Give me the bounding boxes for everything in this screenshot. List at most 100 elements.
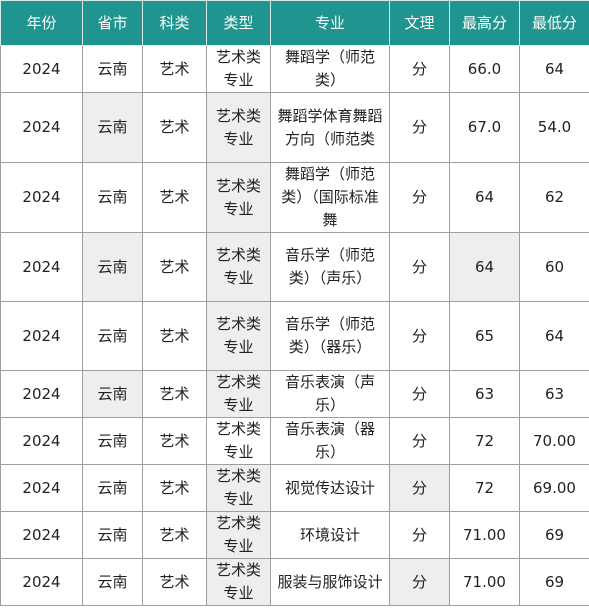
province-cell: 云南 <box>82 232 143 302</box>
type-cell: 艺术类专业 <box>206 301 271 371</box>
year-cell: 2024 <box>0 511 83 559</box>
table-row: 2024 云南 艺术 艺术类专业 音乐学（师范类）（声乐） 分 64 60 <box>0 232 589 302</box>
table-row: 2024 云南 艺术 艺术类专业 舞蹈学体育舞蹈方向（师范类分 67.0 54.0 <box>0 92 589 163</box>
year-cell: 2024 <box>0 232 83 302</box>
min-score-cell: 69 <box>519 511 589 559</box>
header-max-score: 最高分 <box>449 0 520 46</box>
min-score-cell: 62 <box>519 162 589 233</box>
province-cell: 云南 <box>82 511 143 559</box>
major-text: 舞蹈学（师范类）（国际标准舞 <box>281 165 379 229</box>
major-cell: 音乐学（师范类）（声乐） <box>270 232 390 302</box>
province-cell: 云南 <box>82 464 143 512</box>
major-cell: 音乐表演（器乐） <box>270 417 390 465</box>
header-type: 类型 <box>206 0 271 46</box>
type-cell: 艺术类专业 <box>206 92 271 163</box>
table-row: 2024 云南 艺术 艺术类专业 舞蹈学（师范类） 分 66.0 64 <box>0 45 589 93</box>
year-cell: 2024 <box>0 301 83 371</box>
table-row: 2024 云南 艺术 艺术类专业 音乐表演（声乐）分 63 63 <box>0 370 589 418</box>
major-text: 舞蹈学体育舞蹈方向（师范类 <box>277 106 383 148</box>
category-cell: 艺术 <box>142 232 207 302</box>
table-body: 2024 云南 艺术 艺术类专业 舞蹈学（师范类）分 66.0 64 2024 云南 艺术 艺术类专… <box>0 45 589 606</box>
arts-science-cell: 分 <box>389 417 450 465</box>
type-cell: 艺术类专业 <box>206 232 271 302</box>
max-score-cell: 67.0 <box>449 92 520 163</box>
arts-science-cell: 分 <box>389 92 450 163</box>
min-score-cell: 63 <box>519 370 589 418</box>
category-cell: 艺术 <box>142 92 207 163</box>
min-score-cell: 70.00 <box>519 417 589 465</box>
max-score-cell: 72 <box>449 417 520 465</box>
min-score-cell: 60 <box>519 232 589 302</box>
major-text: 音乐表演（声乐） <box>284 373 375 414</box>
province-cell: 云南 <box>82 370 143 418</box>
province-cell: 云南 <box>82 417 143 465</box>
major-cell: 音乐学（师范类）（器乐） <box>270 301 390 371</box>
arts-science-cell: 分 <box>389 45 450 93</box>
header-arts-science: 文理 <box>389 0 450 46</box>
type-cell: 艺术类专业 <box>206 370 271 418</box>
category-cell: 艺术 <box>142 45 207 93</box>
major-text: 音乐学（师范类）（器乐） <box>284 315 375 356</box>
province-cell: 云南 <box>82 558 143 606</box>
major-text: 舞蹈学（师范类） <box>284 48 375 89</box>
table-row: 2024 云南 艺术 艺术类专业 视觉传达设计分 72 69.00 <box>0 464 589 512</box>
year-cell: 2024 <box>0 417 83 465</box>
max-score-cell: 71.00 <box>449 511 520 559</box>
year-cell: 2024 <box>0 162 83 233</box>
header-province: 省市 <box>82 0 143 46</box>
arts-science-cell: 分 <box>389 370 450 418</box>
max-score-cell: 64 <box>449 162 520 233</box>
major-cell: 舞蹈学（师范类）（国际标准舞 <box>270 162 390 233</box>
major-text: 服装与服饰设计 <box>277 572 383 591</box>
category-cell: 艺术 <box>142 417 207 465</box>
max-score-cell: 66.0 <box>449 45 520 93</box>
arts-science-cell: 分 <box>389 558 450 606</box>
type-cell: 艺术类专业 <box>206 417 271 465</box>
max-score-cell: 64 <box>449 232 520 302</box>
category-cell: 艺术 <box>142 464 207 512</box>
table-row: 2024 云南 艺术 艺术类专业 舞蹈学（师范类）（国际标准舞分 64 62 <box>0 162 589 233</box>
major-cell: 视觉传达设计 <box>270 464 390 512</box>
type-cell: 艺术类专业 <box>206 558 271 606</box>
major-cell: 舞蹈学（师范类） <box>270 45 390 93</box>
major-cell: 舞蹈学体育舞蹈方向（师范类 <box>270 92 390 163</box>
year-cell: 2024 <box>0 558 83 606</box>
arts-science-cell: 分 <box>389 162 450 233</box>
year-cell: 2024 <box>0 370 83 418</box>
type-cell: 艺术类专业 <box>206 464 271 512</box>
category-cell: 艺术 <box>142 511 207 559</box>
arts-science-cell: 分 <box>389 232 450 302</box>
type-cell: 艺术类专业 <box>206 511 271 559</box>
header-min-score: 最低分 <box>519 0 589 46</box>
type-cell: 艺术类专业 <box>206 162 271 233</box>
year-cell: 2024 <box>0 92 83 163</box>
table-row: 2024 云南 艺术 艺术类专业 环境设计 分 71.00 69 <box>0 511 589 559</box>
province-cell: 云南 <box>82 162 143 233</box>
header-row: 年份 省市 科类 类型 专业 文理 最高分 最低分 <box>0 0 589 46</box>
province-cell: 云南 <box>82 45 143 93</box>
max-score-cell: 65 <box>449 301 520 371</box>
table-row: 2024 云南 艺术 艺术类专业 服装与服饰设计分 71.00 69 <box>0 558 589 606</box>
major-text: 音乐学（师范类）（声乐） <box>284 246 375 287</box>
table-row: 2024 云南 艺术 艺术类专业 音乐学（师范类）（器乐） 分 65 64 <box>0 301 589 371</box>
arts-science-cell: 分 <box>389 301 450 371</box>
major-cell: 服装与服饰设计 <box>270 558 390 606</box>
max-score-cell: 63 <box>449 370 520 418</box>
min-score-cell: 64 <box>519 45 589 93</box>
header-major: 专业 <box>270 0 390 46</box>
min-score-cell: 54.0 <box>519 92 589 163</box>
major-cell: 音乐表演（声乐） <box>270 370 390 418</box>
type-cell: 艺术类专业 <box>206 45 271 93</box>
category-cell: 艺术 <box>142 301 207 371</box>
min-score-cell: 69 <box>519 558 589 606</box>
major-text: 环境设计 <box>299 525 360 544</box>
category-cell: 艺术 <box>142 370 207 418</box>
category-cell: 艺术 <box>142 558 207 606</box>
year-cell: 2024 <box>0 464 83 512</box>
min-score-cell: 69.00 <box>519 464 589 512</box>
table-row: 2024 云南 艺术 艺术类专业 音乐表演（器乐） 分 72 70.00 <box>0 417 589 465</box>
category-cell: 艺术 <box>142 162 207 233</box>
max-score-cell: 71.00 <box>449 558 520 606</box>
header-year: 年份 <box>0 0 83 46</box>
